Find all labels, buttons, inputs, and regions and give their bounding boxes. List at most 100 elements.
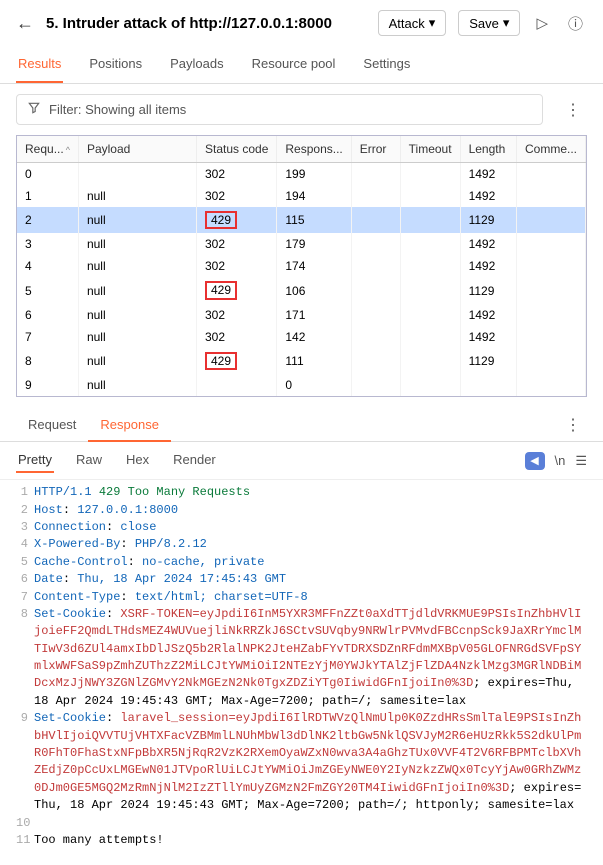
tab-payloads[interactable]: Payloads xyxy=(168,46,225,83)
tab-positions[interactable]: Positions xyxy=(87,46,144,83)
response-body: 1HTTP/1.1 429 Too Many Requests2Host: 12… xyxy=(0,480,603,865)
table-cell xyxy=(516,163,585,186)
table-cell xyxy=(351,374,400,396)
table-cell: 7 xyxy=(17,326,78,348)
table-cell: 1129 xyxy=(460,348,516,374)
newline-icon[interactable]: \n xyxy=(555,453,566,468)
sub-tab-response[interactable]: Response xyxy=(88,409,171,442)
table-row[interactable]: 4null3021741492 xyxy=(17,255,586,277)
tab-resource-pool[interactable]: Resource pool xyxy=(250,46,338,83)
column-header[interactable]: Status code xyxy=(197,136,277,163)
table-cell: null xyxy=(78,207,196,233)
code-line[interactable]: Set-Cookie: laravel_session=eyJpdiI6IlRD… xyxy=(34,710,587,814)
tab-settings[interactable]: Settings xyxy=(361,46,412,83)
view-mode-tabs: Pretty Raw Hex Render ◀ \n ☰ xyxy=(0,442,603,480)
table-row[interactable]: 1null3021941492 xyxy=(17,185,586,207)
filter-icon xyxy=(27,101,41,118)
filter-text: Filter: Showing all items xyxy=(49,102,186,117)
table-row[interactable]: 3null3021791492 xyxy=(17,233,586,255)
table-row[interactable]: 03021991492 xyxy=(17,163,586,186)
attack-button[interactable]: Attack ▾ xyxy=(378,10,447,36)
table-cell xyxy=(516,304,585,326)
code-line[interactable]: HTTP/1.1 429 Too Many Requests xyxy=(34,484,587,501)
code-line[interactable] xyxy=(34,815,587,832)
column-header[interactable]: Requ...^ xyxy=(17,136,78,163)
line-number: 2 xyxy=(16,502,34,519)
table-cell: null xyxy=(78,255,196,277)
main-tabs: Results Positions Payloads Resource pool Set… xyxy=(0,46,603,84)
table-cell xyxy=(351,233,400,255)
code-line[interactable]: Too many attempts! xyxy=(34,832,587,849)
play-icon[interactable]: ▷ xyxy=(532,12,552,34)
column-header[interactable]: Timeout xyxy=(400,136,460,163)
table-row[interactable]: 5null4291061129 xyxy=(17,277,586,303)
table-cell xyxy=(351,348,400,374)
response-menu-icon[interactable]: ⋮ xyxy=(559,415,587,435)
table-menu-icon[interactable]: ⋮ xyxy=(559,100,587,120)
table-cell xyxy=(400,374,460,396)
table-cell xyxy=(351,207,400,233)
table-cell: 1129 xyxy=(460,207,516,233)
code-line[interactable]: Set-Cookie: XSRF-TOKEN=eyJpdiI6InM5YXR3M… xyxy=(34,606,587,710)
sub-tab-request[interactable]: Request xyxy=(16,409,88,441)
help-icon[interactable]: ⓘ xyxy=(564,11,587,36)
line-number: 5 xyxy=(16,554,34,571)
chevron-down-icon: ▾ xyxy=(429,15,436,31)
code-line[interactable]: X-Powered-By: PHP/8.2.12 xyxy=(34,536,587,553)
code-line[interactable]: Date: Thu, 18 Apr 2024 17:45:43 GMT xyxy=(34,571,587,588)
table-cell: 429 xyxy=(197,277,277,303)
view-tab-render[interactable]: Render xyxy=(171,448,218,473)
table-cell: 302 xyxy=(197,163,277,186)
table-row[interactable]: 7null3021421492 xyxy=(17,326,586,348)
code-line[interactable]: Cache-Control: no-cache, private xyxy=(34,554,587,571)
table-cell xyxy=(351,163,400,186)
hamburger-icon[interactable]: ☰ xyxy=(575,453,587,469)
view-tab-pretty[interactable]: Pretty xyxy=(16,448,54,473)
line-number: 6 xyxy=(16,571,34,588)
table-cell: 0 xyxy=(17,163,78,186)
table-cell: 171 xyxy=(277,304,351,326)
table-cell xyxy=(197,374,277,396)
view-tab-raw[interactable]: Raw xyxy=(74,448,104,473)
table-cell: 142 xyxy=(277,326,351,348)
table-cell: null xyxy=(78,374,196,396)
code-line[interactable]: Content-Type: text/html; charset=UTF-8 xyxy=(34,589,587,606)
table-cell: 111 xyxy=(277,348,351,374)
column-header[interactable]: Comme... xyxy=(516,136,585,163)
table-cell: 302 xyxy=(197,233,277,255)
table-cell xyxy=(400,304,460,326)
table-cell xyxy=(351,255,400,277)
table-row[interactable]: 8null4291111129 xyxy=(17,348,586,374)
table-cell xyxy=(516,255,585,277)
inspector-icon[interactable]: ◀ xyxy=(525,452,545,470)
request-response-tabs: RequestResponse ⋮ xyxy=(0,409,603,442)
table-row[interactable]: 2null4291151129 xyxy=(17,207,586,233)
table-cell xyxy=(400,233,460,255)
table-row[interactable]: 6null3021711492 xyxy=(17,304,586,326)
table-cell: 1129 xyxy=(460,277,516,303)
line-number: 9 xyxy=(16,710,34,814)
table-cell: 194 xyxy=(277,185,351,207)
tab-results[interactable]: Results xyxy=(16,46,63,83)
table-cell xyxy=(516,185,585,207)
table-cell: 6 xyxy=(17,304,78,326)
column-header[interactable]: Payload xyxy=(78,136,196,163)
column-header[interactable]: Error xyxy=(351,136,400,163)
table-cell xyxy=(351,326,400,348)
code-line[interactable]: Host: 127.0.0.1:8000 xyxy=(34,502,587,519)
line-number: 7 xyxy=(16,589,34,606)
table-row[interactable]: 9null0 xyxy=(17,374,586,396)
code-line[interactable]: Connection: close xyxy=(34,519,587,536)
line-number: 3 xyxy=(16,519,34,536)
table-cell xyxy=(516,348,585,374)
column-header[interactable]: Length xyxy=(460,136,516,163)
view-tab-hex[interactable]: Hex xyxy=(124,448,151,473)
save-button[interactable]: Save ▾ xyxy=(458,10,520,36)
back-arrow-icon[interactable]: ← xyxy=(16,13,34,34)
table-cell: 429 xyxy=(197,348,277,374)
table-cell: null xyxy=(78,304,196,326)
table-cell xyxy=(516,326,585,348)
filter-bar[interactable]: Filter: Showing all items xyxy=(16,94,543,125)
column-header[interactable]: Respons... xyxy=(277,136,351,163)
table-cell xyxy=(400,207,460,233)
